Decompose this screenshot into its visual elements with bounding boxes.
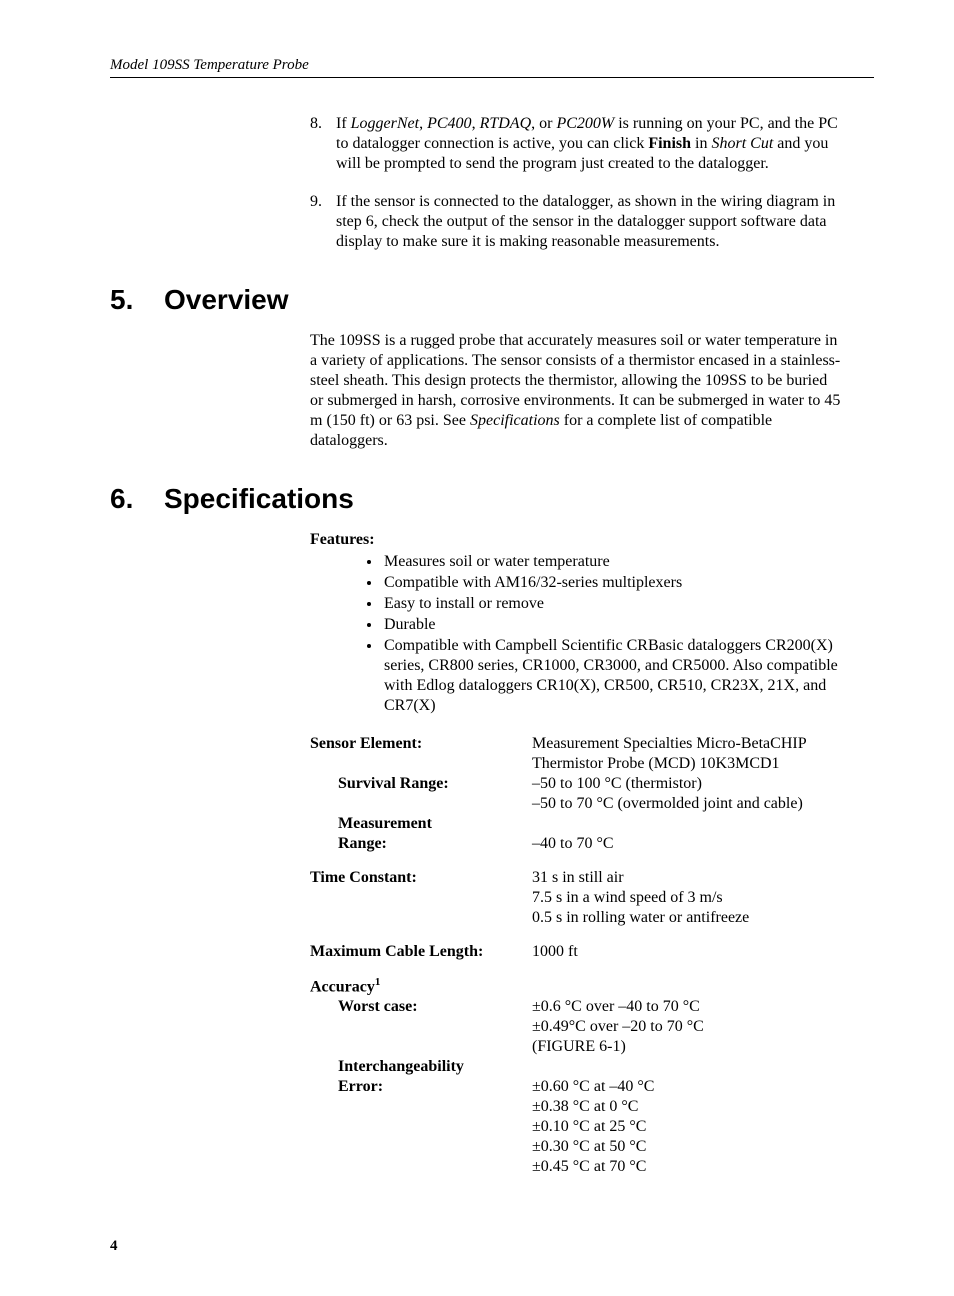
spec-max-cable: Maximum Cable Length: 1000 ft [310, 942, 844, 962]
section-title: Specifications [164, 483, 354, 514]
feature-item: Easy to install or remove [382, 594, 844, 614]
running-header: Model 109SS Temperature Probe [110, 56, 874, 75]
spec-value: 1000 ft [532, 942, 844, 962]
feature-item: Compatible with AM16/32-series multiplex… [382, 573, 844, 593]
features-list: Measures soil or water temperature Compa… [310, 552, 844, 716]
step-number: 8. [310, 114, 336, 174]
spec-value: –50 to 100 °C (thermistor) –50 to 70 °C … [532, 774, 844, 814]
spec-value: Measurement Specialties Micro-BetaCHIP T… [532, 734, 844, 774]
overview-paragraph: The 109SS is a rugged probe that accurat… [310, 331, 844, 451]
spec-value: 31 s in still air 7.5 s in a wind speed … [532, 868, 844, 928]
spec-label: Worst case: [310, 997, 532, 1057]
page-number: 4 [110, 1237, 874, 1256]
spec-label: Range: [310, 834, 532, 854]
step-8: 8. If LoggerNet, PC400, RTDAQ, or PC200W… [310, 114, 844, 174]
step-text: If LoggerNet, PC400, RTDAQ, or PC200W is… [336, 114, 844, 174]
step-9: 9. If the sensor is connected to the dat… [310, 192, 844, 252]
spec-value: –40 to 70 °C [532, 834, 844, 854]
section-number: 6. [110, 481, 164, 516]
spec-label: Maximum Cable Length: [310, 942, 532, 962]
spec-label: Error: [310, 1077, 532, 1177]
spec-label: Sensor Element: [310, 734, 532, 774]
spec-label: Measurement [310, 814, 532, 834]
numbered-steps: 8. If LoggerNet, PC400, RTDAQ, or PC200W… [310, 114, 844, 252]
section-5-heading: 5.Overview [110, 282, 874, 317]
spec-label: Accuracy1 [310, 976, 532, 997]
feature-item: Compatible with Campbell Scientific CRBa… [382, 636, 844, 716]
feature-item: Measures soil or water temperature [382, 552, 844, 572]
spec-label: Time Constant: [310, 868, 532, 928]
spec-value: ±0.60 °C at –40 °C ±0.38 °C at 0 °C ±0.1… [532, 1077, 844, 1177]
section-number: 5. [110, 282, 164, 317]
section-title: Overview [164, 284, 289, 315]
spec-sensor-element: Sensor Element: Measurement Specialties … [310, 734, 844, 854]
spec-label: Survival Range: [310, 774, 532, 814]
header-rule [110, 77, 874, 78]
spec-label: Interchangeability [310, 1057, 532, 1077]
step-number: 9. [310, 192, 336, 252]
specifications-body: Features: Measures soil or water tempera… [310, 530, 844, 1177]
features-label: Features: [310, 530, 844, 550]
feature-item: Durable [382, 615, 844, 635]
spec-value: ±0.6 °C over –40 to 70 °C ±0.49°C over –… [532, 997, 844, 1057]
step-text: If the sensor is connected to the datalo… [336, 192, 844, 252]
spec-accuracy: Accuracy1 Worst case: ±0.6 °C over –40 t… [310, 976, 844, 1177]
spec-time-constant: Time Constant: 31 s in still air 7.5 s i… [310, 868, 844, 928]
section-6-heading: 6.Specifications [110, 481, 874, 516]
